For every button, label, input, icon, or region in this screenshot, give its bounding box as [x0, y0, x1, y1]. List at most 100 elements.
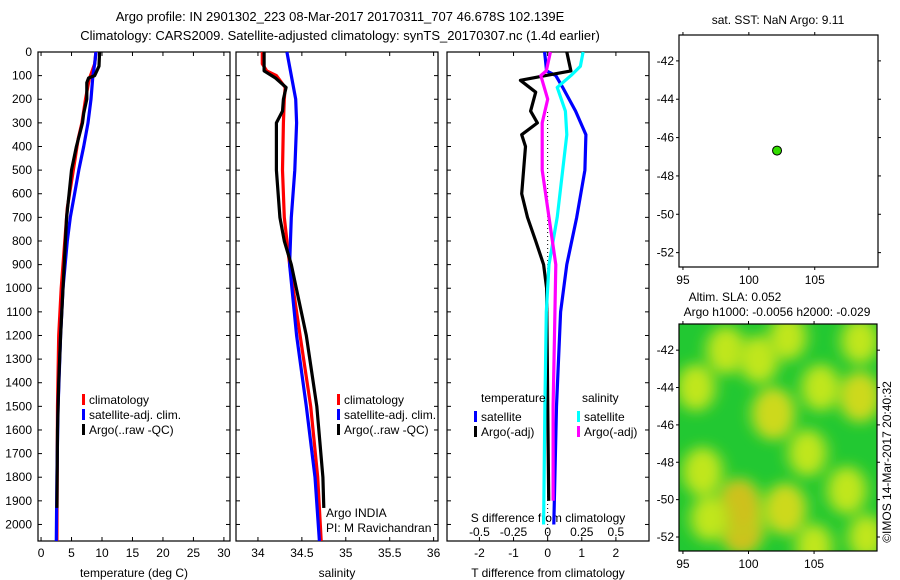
legend-label: Argo(-adj) [481, 425, 534, 439]
x-tick-label: 0 [544, 546, 551, 560]
y-tick-label: 500 [12, 163, 32, 177]
sla-anomaly-halo [763, 324, 812, 364]
sla-anomaly-halo [833, 368, 877, 425]
x-axis-label: salinity [319, 566, 356, 580]
legend-header: temperature [481, 391, 546, 405]
sla-anomaly-halo [835, 324, 877, 367]
sla-anomaly-halo [679, 444, 728, 499]
x-tick-label: 15 [126, 546, 140, 560]
lon-tick-label: 105 [805, 273, 825, 287]
legend-swatch [337, 424, 340, 435]
y-tick-label: 1100 [6, 305, 32, 319]
y-tick-label: 1500 [5, 399, 32, 413]
title-line-2: Climatology: CARS2009. Satellite-adjuste… [80, 28, 600, 43]
x-tick-label: 34.5 [290, 546, 314, 560]
y-tick-label: 200 [12, 92, 32, 106]
argo-pi-label: PI: M Ravichandran [326, 521, 431, 535]
s-tick-label: 0.25 [570, 525, 594, 539]
lat-tick-label: -46 [657, 131, 675, 145]
sla-anomaly-halo [783, 426, 832, 480]
y-tick-label: 1600 [5, 423, 32, 437]
x-tick-label: 10 [95, 546, 109, 560]
sla-title: Altim. SLA: 0.052 [689, 290, 782, 304]
legend-swatch [577, 411, 580, 422]
legend-label: satellite-adj. clim. [89, 408, 181, 422]
sst-title: sat. SST: NaN Argo: 9.11 [712, 13, 845, 27]
profile-line-satellite-adj-clim- [285, 51, 321, 542]
lat-tick-label: -44 [657, 92, 675, 106]
lat-tick-label: -52 [657, 530, 675, 544]
legend-swatch [474, 411, 477, 422]
lat-tick-label: -48 [657, 455, 675, 469]
sla-anomaly-halo [746, 384, 801, 443]
x-tick-label: 2 [613, 546, 620, 560]
legend-swatch [82, 424, 85, 435]
plot-frame [37, 51, 231, 542]
sla-anomaly-halo [842, 511, 877, 551]
y-tick-label: 1800 [5, 470, 32, 484]
copyright-timestamp: ©IMOS 14-Mar-2017 20:40:32 [880, 381, 894, 543]
x-tick-label: 34 [251, 546, 265, 560]
argo-float-marker [772, 145, 783, 156]
x-axis-label: T difference from climatology [471, 566, 625, 580]
legend-label: climatology [344, 393, 404, 407]
x-tick-label: -2 [474, 546, 485, 560]
difference-panel: -2 -1 0 1 2 T difference from climatology -0.5… [446, 51, 650, 580]
y-tick-label: 100 [12, 69, 32, 83]
x-tick-label: 5 [68, 546, 75, 560]
lon-tick-label: 95 [676, 273, 690, 287]
legend-label: satellite [584, 410, 625, 424]
sla-anomaly-halo [758, 480, 812, 538]
title-line-1: Argo profile: IN 2901302_223 08-Mar-2017… [116, 9, 565, 24]
y-tick-label: 1700 [5, 447, 32, 461]
lat-tick-label: -44 [657, 381, 675, 395]
profile-line-argo-raw-qc- [262, 52, 326, 508]
map-frame [678, 34, 879, 268]
lat-tick-label: -42 [657, 343, 675, 357]
legend-label: Argo(..raw -QC) [344, 423, 429, 437]
sla-anomaly-halo [790, 520, 838, 551]
y-tick-label: 1300 [5, 352, 32, 366]
lat-tick-label: -42 [657, 54, 675, 68]
legend-swatch [82, 394, 85, 405]
legend-header: salinity [582, 391, 619, 405]
argo-program-label: Argo INDIA [326, 506, 387, 520]
lat-tick-label: -52 [657, 246, 675, 260]
x-tick-label: 35 [339, 546, 353, 560]
y-tick-label: 0 [25, 45, 32, 59]
salinity-panel: 34 34.5 35 35.5 36 salinity climatologysatelli… [235, 51, 441, 580]
temperature-panel: 0 5 10 15 20 25 300100200300400500600700800900… [5, 45, 231, 580]
plot-frame [235, 51, 439, 542]
map-frame [678, 323, 878, 552]
x-tick-label: 1 [578, 546, 585, 560]
sla-anomaly-halo [822, 463, 872, 518]
profile-line-s-satellite [542, 51, 585, 525]
sla-anomaly-halo [796, 361, 846, 414]
legend-label: satellite [481, 410, 522, 424]
y-tick-label: 1900 [5, 494, 32, 508]
y-tick-label: 700 [12, 210, 32, 224]
sla-heatmap [679, 324, 877, 551]
profile-line-t-argo-adj- [518, 51, 573, 501]
profile-line-s-argo-adj- [539, 51, 558, 501]
legend-label: Argo(-adj) [584, 425, 637, 439]
x-tick-label: 30 [217, 546, 231, 560]
y-tick-label: 300 [12, 116, 32, 130]
x-tick-label: 0 [38, 546, 45, 560]
y-tick-label: 1200 [5, 328, 32, 342]
lon-tick-label: 105 [804, 557, 824, 571]
s-tick-label: 0.5 [608, 525, 625, 539]
y-tick-label: 800 [12, 234, 32, 248]
s-tick-label: -0.25 [500, 525, 528, 539]
lon-tick-label: 100 [739, 273, 759, 287]
sla-anomaly-halo [679, 361, 721, 414]
sla-subtitle: Argo h1000: -0.0056 h2000: -0.029 [684, 305, 871, 319]
legend-swatch [577, 426, 580, 437]
y-tick-label: 400 [12, 139, 32, 153]
legend-label: Argo(..raw -QC) [89, 423, 174, 437]
y-tick-label: 2000 [5, 517, 32, 531]
x-tick-label: 36 [427, 546, 441, 560]
lat-tick-label: -50 [657, 493, 675, 507]
profile-line-argo-raw-qc- [55, 51, 102, 508]
